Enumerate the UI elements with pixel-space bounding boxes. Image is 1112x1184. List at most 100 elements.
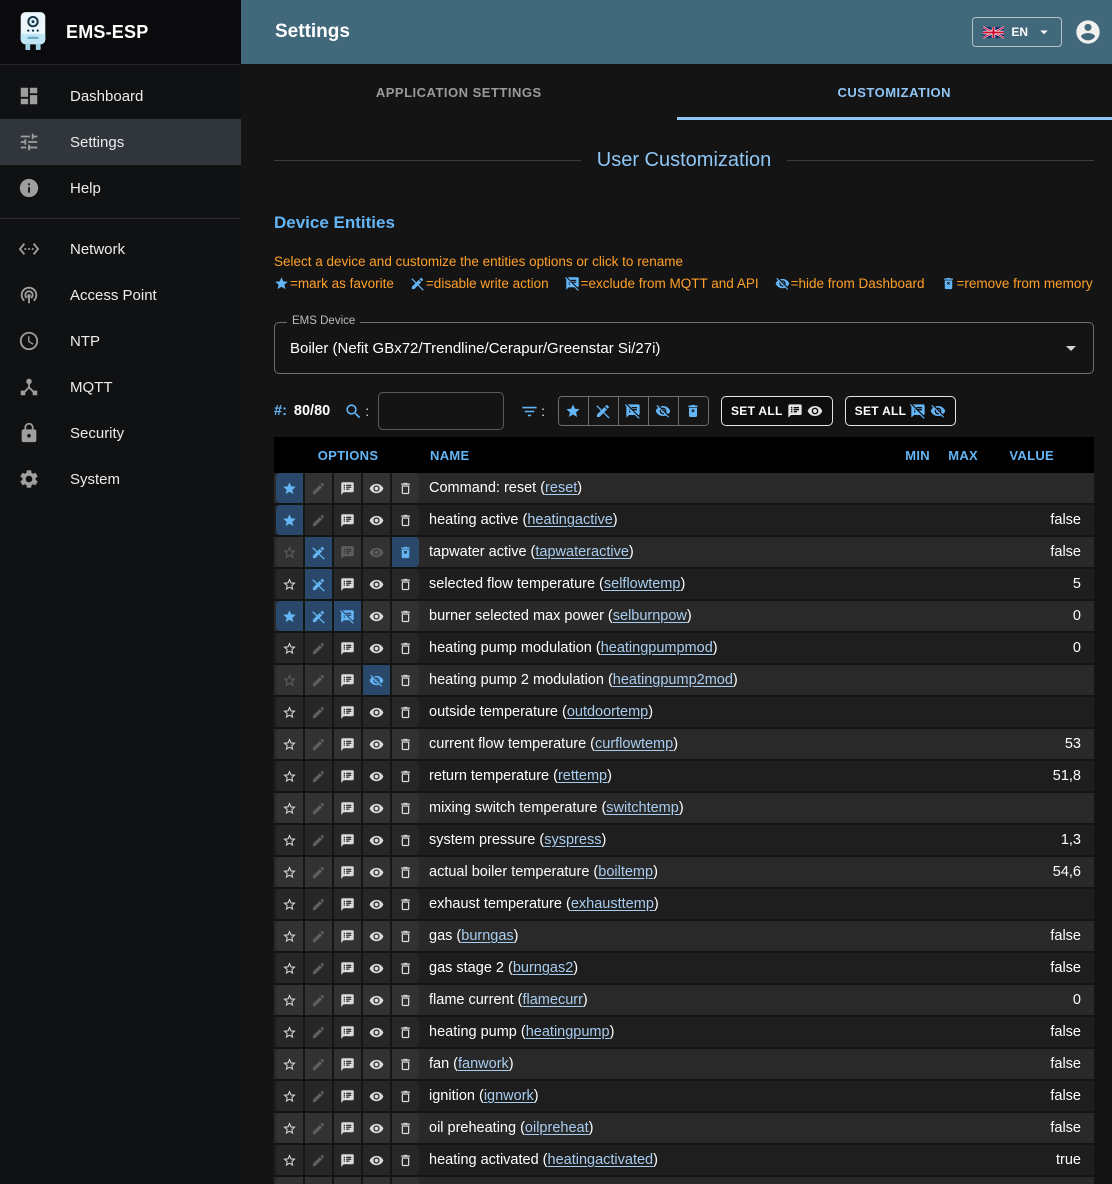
entity-rename-link[interactable]: flamecurr xyxy=(522,992,583,1008)
mqtt-toggle[interactable] xyxy=(334,953,363,983)
sidebar-item-security[interactable]: Security xyxy=(0,410,241,456)
visibility-toggle[interactable] xyxy=(363,889,392,919)
favorite-toggle[interactable] xyxy=(276,825,305,855)
favorite-toggle[interactable] xyxy=(276,537,305,567)
visibility-toggle[interactable] xyxy=(363,985,392,1015)
mqtt-toggle[interactable] xyxy=(334,1049,363,1079)
mqtt-toggle[interactable] xyxy=(334,761,363,791)
visibility-toggle[interactable] xyxy=(363,665,392,695)
filter-hide-dashboard-toggle[interactable] xyxy=(648,397,679,425)
entity-rename-link[interactable]: selburnpow xyxy=(612,608,687,624)
mqtt-toggle[interactable] xyxy=(334,633,363,663)
visibility-toggle[interactable] xyxy=(363,569,392,599)
memory-toggle[interactable] xyxy=(392,1017,419,1047)
memory-toggle[interactable] xyxy=(392,505,419,535)
write-toggle[interactable] xyxy=(305,697,334,727)
sidebar-item-help[interactable]: Help xyxy=(0,165,241,211)
write-toggle[interactable] xyxy=(305,921,334,951)
write-toggle[interactable] xyxy=(305,569,334,599)
filter-favorite-toggle[interactable] xyxy=(558,397,589,425)
filter-remove-memory-toggle[interactable] xyxy=(678,397,708,425)
write-toggle[interactable] xyxy=(305,665,334,695)
entity-rename-link[interactable]: selflowtemp xyxy=(603,576,681,592)
write-toggle[interactable] xyxy=(305,889,334,919)
filter-exclude-mqtt-toggle[interactable] xyxy=(618,397,649,425)
ems-device-select[interactable]: EMS Device Boiler (Nefit GBx72/Trendline… xyxy=(274,315,1094,374)
mqtt-toggle[interactable] xyxy=(334,793,363,823)
favorite-toggle[interactable] xyxy=(276,729,305,759)
entity-rename-link[interactable]: exhausttemp xyxy=(570,896,654,912)
favorite-toggle[interactable] xyxy=(276,633,305,663)
memory-toggle[interactable] xyxy=(392,1145,419,1175)
write-toggle[interactable] xyxy=(305,1177,334,1184)
write-toggle[interactable] xyxy=(305,633,334,663)
write-toggle[interactable] xyxy=(305,601,334,631)
write-toggle[interactable] xyxy=(305,857,334,887)
entity-rename-link[interactable]: syspress xyxy=(544,832,602,848)
visibility-toggle[interactable] xyxy=(363,473,392,503)
write-toggle[interactable] xyxy=(305,1113,334,1143)
visibility-toggle[interactable] xyxy=(363,793,392,823)
entity-rename-link[interactable]: curflowtemp xyxy=(595,736,674,752)
memory-toggle[interactable] xyxy=(392,761,419,791)
favorite-toggle[interactable] xyxy=(276,921,305,951)
mqtt-toggle[interactable] xyxy=(334,537,363,567)
mqtt-toggle[interactable] xyxy=(334,505,363,535)
sidebar-item-access-point[interactable]: Access Point xyxy=(0,272,241,318)
memory-toggle[interactable] xyxy=(392,985,419,1015)
sidebar-item-settings[interactable]: Settings xyxy=(0,119,241,165)
favorite-toggle[interactable] xyxy=(276,1113,305,1143)
write-toggle[interactable] xyxy=(305,505,334,535)
entity-rename-link[interactable]: switchtemp xyxy=(606,800,679,816)
favorite-toggle[interactable] xyxy=(276,1145,305,1175)
visibility-toggle[interactable] xyxy=(363,505,392,535)
entity-rename-link[interactable]: rettemp xyxy=(557,768,608,784)
tab-application-settings[interactable]: APPLICATION SETTINGS xyxy=(375,84,542,100)
visibility-toggle[interactable] xyxy=(363,1177,392,1184)
entity-rename-link[interactable]: burngas xyxy=(461,928,514,944)
mqtt-toggle[interactable] xyxy=(334,729,363,759)
visibility-toggle[interactable] xyxy=(363,537,392,567)
mqtt-toggle[interactable] xyxy=(334,697,363,727)
mqtt-toggle[interactable] xyxy=(334,1113,363,1143)
sidebar-item-ntp[interactable]: NTP xyxy=(0,318,241,364)
favorite-toggle[interactable] xyxy=(276,985,305,1015)
visibility-toggle[interactable] xyxy=(363,1049,392,1079)
visibility-toggle[interactable] xyxy=(363,953,392,983)
visibility-toggle[interactable] xyxy=(363,825,392,855)
entity-rename-link[interactable]: heatingpump2mod xyxy=(612,672,733,688)
visibility-toggle[interactable] xyxy=(363,1017,392,1047)
write-toggle[interactable] xyxy=(305,1145,334,1175)
memory-toggle[interactable] xyxy=(392,697,419,727)
visibility-toggle[interactable] xyxy=(363,1081,392,1111)
visibility-toggle[interactable] xyxy=(363,601,392,631)
write-toggle[interactable] xyxy=(305,1017,334,1047)
entity-rename-link[interactable]: reset xyxy=(545,480,578,496)
memory-toggle[interactable] xyxy=(392,921,419,951)
visibility-toggle[interactable] xyxy=(363,697,392,727)
mqtt-toggle[interactable] xyxy=(334,1017,363,1047)
memory-toggle[interactable] xyxy=(392,569,419,599)
visibility-toggle[interactable] xyxy=(363,729,392,759)
visibility-toggle[interactable] xyxy=(363,857,392,887)
memory-toggle[interactable] xyxy=(392,633,419,663)
memory-toggle[interactable] xyxy=(392,473,419,503)
set-all-button-1[interactable]: SET ALL xyxy=(720,396,833,426)
filter-disable-write-toggle[interactable] xyxy=(588,397,619,425)
memory-toggle[interactable] xyxy=(392,825,419,855)
mqtt-toggle[interactable] xyxy=(334,665,363,695)
visibility-toggle[interactable] xyxy=(363,633,392,663)
favorite-toggle[interactable] xyxy=(276,1081,305,1111)
favorite-toggle[interactable] xyxy=(276,601,305,631)
mqtt-toggle[interactable] xyxy=(334,857,363,887)
favorite-toggle[interactable] xyxy=(276,761,305,791)
mqtt-toggle[interactable] xyxy=(334,1081,363,1111)
entity-rename-link[interactable]: heatingpump xyxy=(525,1024,610,1040)
memory-toggle[interactable] xyxy=(392,857,419,887)
set-all-button-2[interactable]: SET ALL xyxy=(844,396,957,426)
sidebar-item-dashboard[interactable]: Dashboard xyxy=(0,73,241,119)
memory-toggle[interactable] xyxy=(392,1049,419,1079)
write-toggle[interactable] xyxy=(305,729,334,759)
write-toggle[interactable] xyxy=(305,1081,334,1111)
favorite-toggle[interactable] xyxy=(276,473,305,503)
